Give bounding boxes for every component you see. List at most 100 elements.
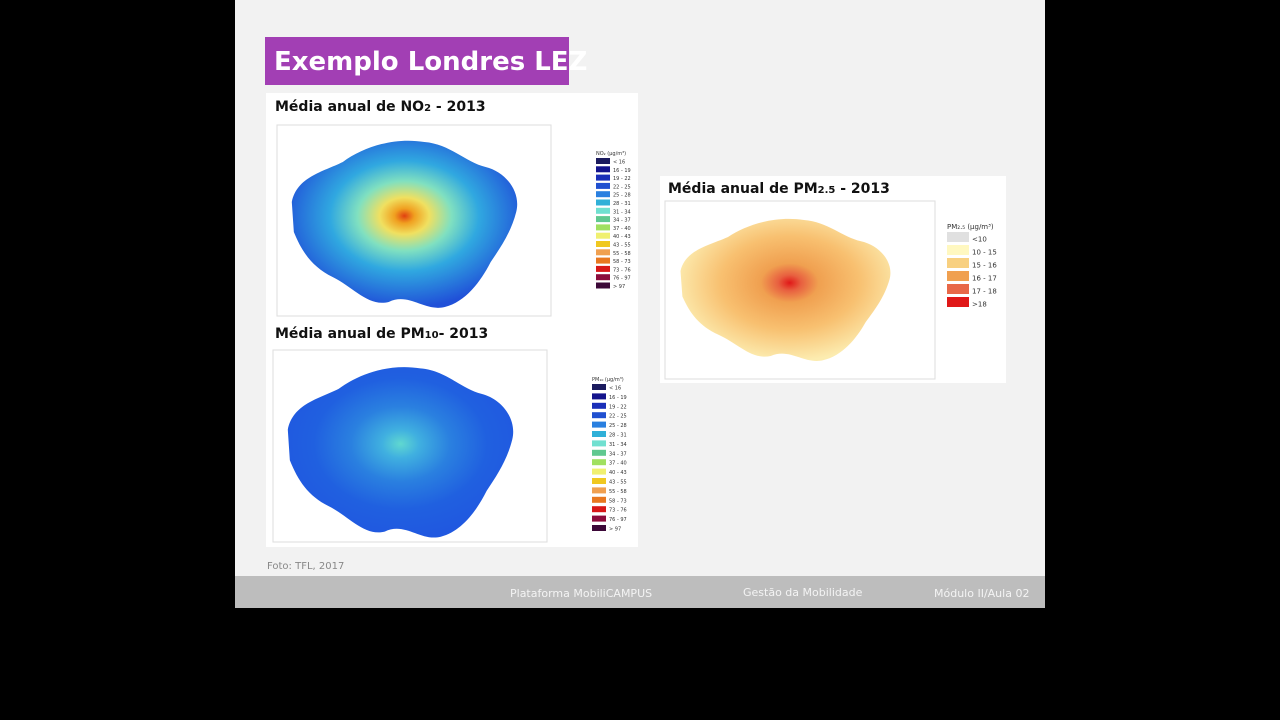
legend-label: 28 - 31 [613, 201, 631, 207]
legend-label: 16 - 19 [613, 168, 631, 174]
legend-label: 22 - 25 [613, 184, 631, 190]
legend-label: > 97 [613, 284, 625, 290]
legend-label: 76 - 97 [609, 517, 627, 523]
legend-label: < 16 [609, 386, 621, 392]
legend-swatch [592, 384, 606, 390]
legend-label: 55 - 58 [613, 251, 631, 257]
legend-swatch [596, 166, 610, 173]
title-subscript: 10 [425, 330, 439, 341]
legend-swatch [596, 191, 610, 198]
legend-swatch [592, 440, 606, 447]
legend-swatch [592, 468, 606, 475]
legend-label: 19 - 22 [613, 176, 631, 182]
footer-bar [235, 576, 1045, 608]
legend-label: 43 - 55 [609, 480, 627, 486]
legend-swatch [947, 284, 969, 294]
legend-swatch [592, 496, 606, 503]
legend-swatch [596, 174, 610, 181]
legend-swatch [592, 431, 606, 437]
legend-swatch [596, 216, 610, 223]
title-subscript: 2 [424, 103, 431, 114]
legend-swatch [592, 506, 606, 513]
title-subscript: 2.5 [818, 185, 836, 196]
legend-label: 34 - 37 [613, 218, 631, 224]
legend-label: >18 [972, 301, 987, 309]
legend-swatch [947, 258, 969, 268]
legend-label: 19 - 22 [609, 404, 627, 410]
panel-title: Média anual de NO2 - 2013 [275, 99, 486, 115]
legend-swatch [592, 478, 606, 484]
legend-label: <10 [972, 236, 987, 244]
legend-swatch [592, 459, 606, 466]
legend-label: 25 - 28 [609, 423, 627, 429]
title-text: - 2013 [439, 326, 489, 342]
title-text: - 2013 [835, 181, 890, 197]
legend-label: 22 - 25 [609, 414, 627, 420]
legend-label: 31 - 34 [609, 442, 627, 448]
title-text: Média anual de PM [275, 326, 425, 342]
legend-swatch [596, 199, 610, 206]
source: Foto: TFL, 2017 [267, 561, 344, 572]
legend-label: 55 - 58 [609, 489, 627, 495]
legend-label: 17 - 18 [972, 288, 997, 296]
legend-label: 40 - 43 [609, 470, 627, 476]
legend-label: 73 - 76 [613, 267, 631, 273]
legend-swatch [947, 245, 969, 255]
legend-label: 37 - 40 [613, 226, 631, 232]
legend-swatch [596, 249, 610, 256]
legend-label: 16 - 17 [972, 275, 997, 283]
title-box [265, 37, 569, 85]
panel-title: Média anual de PM2.5 - 2013 [668, 181, 890, 197]
title-text: Média anual de PM [668, 181, 818, 197]
panel-title: Média anual de PM10- 2013 [275, 326, 488, 342]
legend-title: NO₂ (µg/m³) [596, 151, 626, 157]
legend-swatch [592, 515, 606, 522]
legend-swatch [596, 274, 610, 281]
legend-swatch [592, 449, 606, 456]
legend-swatch [596, 282, 610, 289]
legend-label: 34 - 37 [609, 451, 627, 457]
legend-label: 16 - 19 [609, 395, 627, 401]
legend-label: 73 - 76 [609, 508, 627, 514]
legend-swatch [947, 271, 969, 281]
legend-label: 15 - 16 [972, 262, 997, 270]
legend-label: 25 - 28 [613, 193, 631, 199]
legend-swatch [592, 412, 606, 419]
legend-swatch [592, 487, 606, 494]
legend-swatch [592, 525, 606, 531]
legend-swatch [947, 297, 969, 307]
legend-title: PM₁₀ (µg/m³) [592, 377, 624, 383]
footer-text: Gestão da Mobilidade [743, 586, 863, 599]
legend-label: 37 - 40 [609, 461, 627, 467]
legend-label: 43 - 55 [613, 243, 631, 249]
title-text: - 2013 [431, 99, 486, 115]
legend-swatch [596, 158, 610, 164]
legend-label: 76 - 97 [613, 276, 631, 282]
legend-label: 10 - 15 [972, 249, 997, 257]
legend-label: 31 - 34 [613, 209, 631, 215]
footer-text: Plataforma MobiliCAMPUS [510, 587, 652, 600]
legend-swatch [592, 421, 606, 428]
slide-title: Exemplo Londres LEZ [274, 47, 587, 77]
title-text: Média anual de NO [275, 99, 424, 115]
legend-swatch [596, 207, 610, 214]
legend-swatch [596, 265, 610, 272]
legend-swatch [596, 241, 610, 247]
legend-label: 58 - 73 [613, 259, 631, 265]
legend-swatch [947, 232, 969, 242]
legend-label: 58 - 73 [609, 498, 627, 504]
legend-label: < 16 [613, 160, 625, 166]
legend-swatch [596, 182, 610, 189]
footer-text: Módulo II/Aula 02 [934, 587, 1029, 600]
legend-title: PM₂.₅ (µg/m³) [947, 223, 994, 231]
legend-swatch [592, 402, 606, 409]
legend-label: 28 - 31 [609, 433, 627, 439]
legend-label: > 97 [609, 527, 621, 533]
legend-swatch [592, 393, 606, 400]
legend-swatch [596, 224, 610, 231]
legend-swatch [596, 257, 610, 264]
legend-swatch [596, 232, 610, 239]
legend-label: 40 - 43 [613, 234, 631, 240]
